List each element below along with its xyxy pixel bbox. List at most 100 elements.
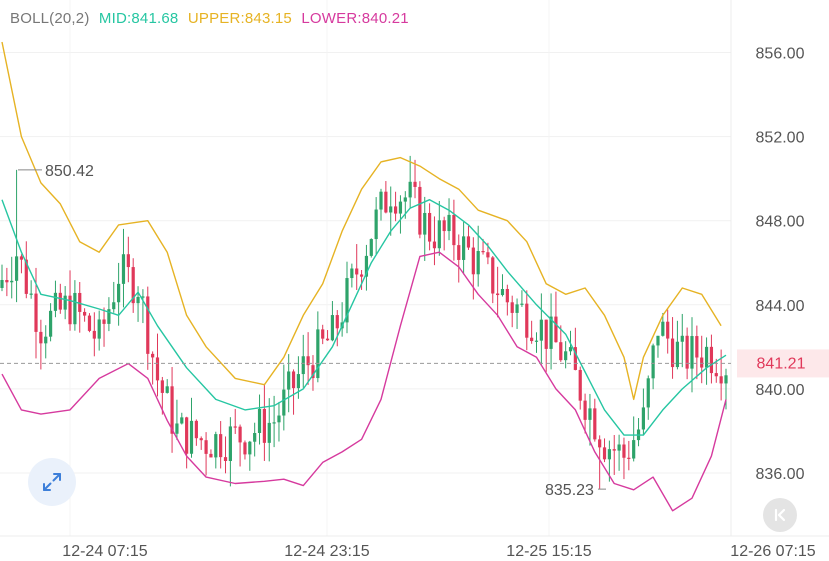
candle (641, 388, 645, 435)
candle (423, 196, 427, 261)
candle (204, 432, 208, 476)
candle (442, 216, 446, 251)
candle-body (530, 337, 534, 342)
candle-body (486, 252, 490, 258)
candle-body (646, 378, 650, 408)
candle-body (170, 386, 174, 434)
band-upper (1, 41, 722, 401)
candle (355, 244, 359, 290)
candle-body (661, 321, 665, 336)
candle (466, 225, 471, 250)
candle-body (78, 292, 82, 312)
candle-body (496, 293, 500, 296)
candle (389, 186, 393, 236)
y-tick-label: 844.00 (756, 298, 805, 315)
candle-body (24, 259, 28, 294)
candle-body (690, 336, 694, 369)
candle-body (578, 369, 582, 401)
candle-body (602, 447, 607, 460)
candle (214, 431, 218, 469)
candle-body (505, 288, 509, 303)
candle-body (73, 292, 77, 325)
candle (359, 270, 364, 290)
candle-body (277, 415, 281, 423)
candle (53, 280, 58, 318)
candle-body (675, 341, 680, 368)
candle-body (418, 186, 422, 235)
candle (680, 313, 684, 368)
candle-body (369, 239, 373, 256)
candle-body (151, 353, 155, 358)
y-tick-label: 848.00 (756, 214, 805, 231)
candle-body (651, 345, 655, 379)
candle-body (107, 309, 111, 324)
candle-body (48, 310, 53, 337)
candle-body (262, 408, 266, 443)
candle-body (525, 303, 529, 338)
candle-body (384, 191, 388, 213)
candle-body (301, 356, 305, 375)
band-mid (1, 199, 727, 436)
x-tick-label: 12-24 23:15 (284, 543, 370, 560)
expand-button[interactable] (28, 458, 76, 506)
candle-body (427, 212, 432, 242)
candle (520, 290, 524, 307)
candle-body (588, 408, 592, 420)
candle-body (539, 319, 543, 341)
candle-body (627, 457, 631, 459)
candle (228, 417, 232, 487)
current-price-tag (737, 349, 829, 378)
legend-lower: LOWER:840.21 (301, 10, 409, 27)
candle-body (709, 346, 714, 374)
candle-body (685, 335, 689, 369)
candle (189, 397, 194, 458)
candle (48, 303, 53, 342)
candle-body (457, 245, 461, 260)
candle (685, 327, 689, 380)
scroll-to-latest-button[interactable] (763, 498, 797, 532)
candle-body (87, 315, 92, 331)
candle-body (413, 181, 417, 187)
candle-body (466, 236, 471, 248)
candle (272, 395, 276, 448)
candle-body (291, 371, 296, 389)
expand-arrows-icon (43, 473, 61, 491)
candle (588, 393, 592, 446)
candle-body (253, 432, 257, 442)
candle (238, 424, 242, 467)
candle-body (554, 316, 558, 343)
candle-body (700, 357, 704, 368)
candle (185, 416, 189, 469)
candle-body (476, 251, 480, 275)
candle (617, 434, 621, 471)
candle-body (612, 449, 616, 451)
x-tick-label: 12-26 07:15 (730, 543, 816, 560)
candle-body (194, 420, 198, 439)
candle (83, 308, 87, 322)
candle-body (447, 214, 451, 232)
candle-body (155, 357, 160, 381)
indicator-legend: BOLL(20,2) MID:841.68 UPPER:843.15 LOWER… (10, 10, 414, 27)
candle (549, 293, 553, 370)
candle (491, 256, 495, 304)
candle (248, 440, 252, 471)
candle-body (593, 408, 597, 440)
candle (612, 435, 616, 475)
candle-body (393, 206, 398, 214)
candle-body (330, 315, 335, 341)
candle (432, 216, 437, 266)
candle (78, 281, 82, 333)
candle-body (500, 288, 505, 296)
current-price-label: 841.21 (757, 355, 806, 372)
candle (350, 263, 354, 288)
candle-body (714, 373, 718, 377)
candle (452, 199, 456, 261)
candle (180, 412, 184, 425)
candle (126, 236, 130, 283)
legend-boll: BOLL(20,2) (10, 10, 90, 27)
candle-body (564, 351, 568, 361)
candle (632, 416, 636, 462)
candle-body (287, 371, 291, 390)
candle (282, 364, 286, 431)
